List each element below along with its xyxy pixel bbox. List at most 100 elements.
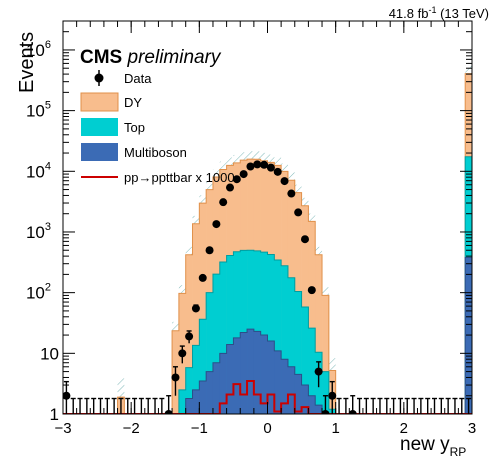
data-point xyxy=(314,361,323,388)
bar-top xyxy=(219,261,227,414)
bar-multiboson xyxy=(247,329,255,414)
data-point xyxy=(432,397,438,414)
legend-swatch-multiboson xyxy=(81,143,118,161)
bar-multiboson xyxy=(192,389,200,414)
bar-dy xyxy=(192,223,200,414)
bar-multiboson xyxy=(226,344,234,414)
legend-entry-top: Top xyxy=(81,118,145,136)
data-marker xyxy=(294,208,303,217)
bar-multiboson xyxy=(206,371,214,414)
data-point xyxy=(445,397,451,414)
data-point xyxy=(84,397,90,414)
data-point xyxy=(377,397,383,414)
data-point xyxy=(125,397,131,414)
data-point xyxy=(226,183,235,192)
bar-multiboson xyxy=(281,359,289,414)
bar-dy xyxy=(322,295,330,414)
data-point xyxy=(77,397,83,414)
data-point xyxy=(185,330,194,344)
data-point xyxy=(219,198,228,207)
y-tick-label: 1 xyxy=(50,405,59,424)
bar-multiboson xyxy=(315,405,323,414)
bar-multiboson xyxy=(219,353,227,414)
data-marker xyxy=(328,391,337,400)
legend: Data DY Top Multiboson pp→ppttbar x 1000 xyxy=(80,70,235,185)
data-point xyxy=(273,167,282,176)
data-marker xyxy=(205,246,214,255)
data-point xyxy=(438,397,444,414)
data-point xyxy=(294,208,303,217)
x-tick-label: −1 xyxy=(191,420,208,437)
bar-dy xyxy=(199,203,207,414)
data-point xyxy=(384,397,390,414)
data-point xyxy=(300,235,309,244)
bar-dy xyxy=(308,221,316,414)
data-marker xyxy=(198,273,207,282)
data-point xyxy=(280,177,289,186)
lumi-label: 41.8 fb-1 (13 TeV) xyxy=(389,5,489,21)
bar-top xyxy=(226,255,234,414)
data-point xyxy=(104,397,110,414)
bar-top xyxy=(308,328,316,414)
data-point xyxy=(391,397,397,414)
data-point xyxy=(418,397,424,414)
data-point xyxy=(357,397,363,414)
bar-multiboson xyxy=(260,335,268,414)
bar-multiboson xyxy=(267,340,275,414)
data-marker xyxy=(253,160,262,169)
bar-top xyxy=(206,292,214,414)
legend-entry-multiboson: Multiboson xyxy=(81,143,187,161)
bar-multiboson xyxy=(199,380,207,414)
data-point xyxy=(178,345,187,364)
data-point xyxy=(205,246,214,255)
outline-top xyxy=(63,156,472,414)
data-point xyxy=(363,397,369,414)
data-point xyxy=(411,397,417,414)
data-point xyxy=(307,286,316,295)
data-point xyxy=(159,397,165,414)
bar-dy xyxy=(315,254,323,414)
x-tick-label: 2 xyxy=(400,420,408,437)
legend-entry-signal: pp→ppttbar x 1000 xyxy=(81,170,235,185)
bar-multiboson xyxy=(465,257,472,414)
y-axis-title: Events xyxy=(16,32,38,93)
data-point xyxy=(63,380,71,414)
data-marker xyxy=(212,220,221,229)
y-tick-label: 102 xyxy=(26,282,51,303)
x-tick-label: 3 xyxy=(468,420,476,437)
data-point xyxy=(239,170,248,179)
bar-top xyxy=(322,371,330,414)
data-point xyxy=(246,162,255,171)
x-tick-label: −2 xyxy=(123,420,140,437)
data-point xyxy=(198,273,207,282)
bar-top xyxy=(192,345,200,414)
axes: −3 −2 −1 0 1 2 3 1 10 102 103 104 105 106 xyxy=(26,20,476,437)
data-point xyxy=(97,397,103,414)
bar-top xyxy=(274,259,282,414)
data-point xyxy=(466,397,472,414)
bar-multiboson xyxy=(308,395,316,414)
bar-top xyxy=(185,367,193,414)
bar-top xyxy=(294,291,302,414)
data-point xyxy=(397,397,403,414)
data-point xyxy=(253,160,262,169)
bar-top xyxy=(212,274,221,414)
bar-multiboson xyxy=(185,398,193,414)
data-marker xyxy=(348,410,357,414)
y-tick-label: 104 xyxy=(26,160,51,181)
data-point xyxy=(232,175,241,184)
data-marker xyxy=(239,170,248,179)
data-marker xyxy=(164,410,173,414)
data-point xyxy=(111,397,117,414)
data-point xyxy=(343,397,349,414)
x-tick-label: −3 xyxy=(54,420,71,437)
data-marker xyxy=(307,286,316,295)
data-point xyxy=(138,397,144,414)
bar-multiboson xyxy=(294,374,302,414)
outline-multiboson xyxy=(63,256,472,414)
legend-label-dy: DY xyxy=(124,95,142,110)
data-marker xyxy=(191,304,200,313)
data-marker xyxy=(185,332,194,341)
data-point xyxy=(328,380,337,414)
data-marker xyxy=(280,177,289,186)
